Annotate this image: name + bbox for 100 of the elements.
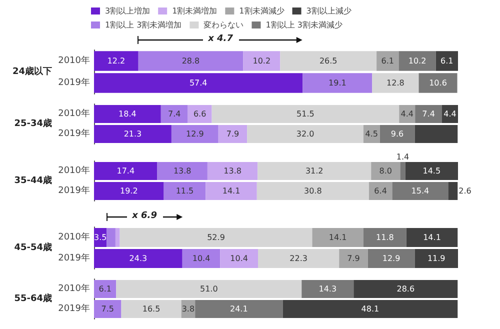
bar: [372, 73, 419, 93]
bar: [218, 125, 248, 143]
bar: [115, 228, 120, 247]
data-label: 11.9: [427, 254, 446, 263]
bar: [282, 300, 458, 318]
bar: [339, 249, 368, 268]
data-label: 4.5: [365, 130, 378, 138]
bar: [414, 125, 458, 143]
data-label: 3.5: [94, 233, 107, 242]
bar: [312, 228, 364, 247]
y-axis-title: 45-54歳: [14, 242, 52, 253]
bar: [94, 51, 138, 71]
data-label: 7.4: [168, 110, 181, 118]
data-label: 14.3: [318, 284, 337, 294]
data-label: 10.2: [408, 56, 426, 66]
data-label: 12.2: [107, 56, 126, 66]
data-label: 12.9: [186, 130, 204, 138]
data-label: 7.9: [347, 254, 360, 263]
data-label: 6.1: [381, 56, 394, 66]
legend-label: 変わらない: [204, 20, 244, 30]
bar: [220, 249, 258, 268]
data-label: 19.1: [328, 78, 346, 88]
data-label: 10.4: [230, 254, 248, 263]
legend-label: 3割以上増加: [105, 6, 150, 16]
data-label: 7.9: [226, 130, 240, 138]
y-tick-label: 2019年: [58, 185, 90, 196]
bar: [182, 249, 220, 268]
bar: [376, 51, 399, 71]
bar: [138, 51, 244, 71]
data-label: 10.6: [429, 78, 447, 88]
bar: [157, 162, 208, 180]
y-axis-title: 24歳以下: [12, 66, 52, 77]
data-label: 14.1: [423, 233, 441, 242]
data-label: 10.4: [192, 254, 210, 263]
bar: [207, 162, 258, 180]
bar: [280, 51, 377, 71]
y-tick-label: 2019年: [58, 128, 90, 139]
bar: [94, 280, 116, 298]
data-label: 3.8: [182, 304, 195, 314]
legend-label: 1割未満増加: [172, 6, 218, 16]
bar: [247, 125, 364, 143]
data-label: 11.5: [176, 186, 194, 196]
data-label: 7.4: [422, 110, 435, 118]
y-tick-label: 2019年: [58, 303, 90, 314]
y-tick-label: 2019年: [58, 252, 90, 264]
bar: [398, 51, 436, 71]
bar: [94, 249, 182, 268]
bar: [400, 162, 406, 180]
data-label: 6.4: [374, 186, 387, 196]
bar: [380, 125, 415, 143]
data-label: 1.4: [396, 152, 410, 162]
y-tick-label: 2019年: [58, 77, 90, 88]
data-label: 17.4: [116, 166, 135, 176]
bar: [415, 105, 442, 123]
data-label: 18.4: [118, 110, 136, 118]
data-label: 22.3: [290, 254, 308, 263]
data-label: 4.4: [444, 110, 456, 118]
bar: [243, 51, 280, 71]
bar: [206, 182, 257, 200]
data-label: 19.2: [120, 186, 138, 196]
bar: [406, 228, 458, 247]
bar: [405, 162, 458, 180]
bar: [94, 105, 161, 123]
data-label: 12.9: [382, 254, 400, 263]
bar: [436, 51, 458, 71]
data-label: 8.0: [379, 166, 392, 176]
y-tick-label: 2010年: [58, 108, 90, 119]
bar: [354, 280, 458, 298]
data-label: 30.8: [304, 186, 322, 196]
bar: [188, 105, 212, 123]
y-axis-title: 55-64歳: [14, 293, 52, 304]
bar: [171, 125, 218, 143]
data-label: 26.5: [319, 56, 338, 66]
bar: [414, 249, 458, 268]
data-label: 28.8: [182, 56, 200, 66]
data-label: 9.6: [390, 130, 404, 138]
y-tick-label: 2010年: [58, 55, 90, 66]
bar: [258, 249, 340, 268]
bar: [195, 300, 283, 318]
data-label: 15.4: [411, 186, 430, 196]
data-label: 16.5: [142, 304, 160, 314]
data-label: 2.6: [458, 186, 472, 196]
data-label: 14.1: [222, 186, 240, 196]
bar: [256, 182, 369, 200]
data-label: 4.4: [400, 110, 414, 118]
bar: [392, 182, 448, 200]
bar: [120, 228, 312, 247]
data-label: 31.2: [305, 166, 324, 176]
data-label: 57.4: [189, 78, 208, 88]
y-axis-title: 25-34歳: [14, 118, 52, 129]
legend-label: 1割以上 3割未満増加: [105, 20, 182, 30]
bar: [106, 228, 116, 247]
bar: [94, 73, 303, 93]
legend-label: 1割未満減少: [239, 6, 284, 16]
data-label: 7.5: [101, 304, 114, 314]
data-label: 6.1: [98, 284, 112, 294]
bar: [363, 228, 406, 247]
bar: [371, 162, 400, 180]
y-tick-label: 2010年: [58, 232, 90, 242]
data-label: 21.3: [124, 130, 142, 138]
